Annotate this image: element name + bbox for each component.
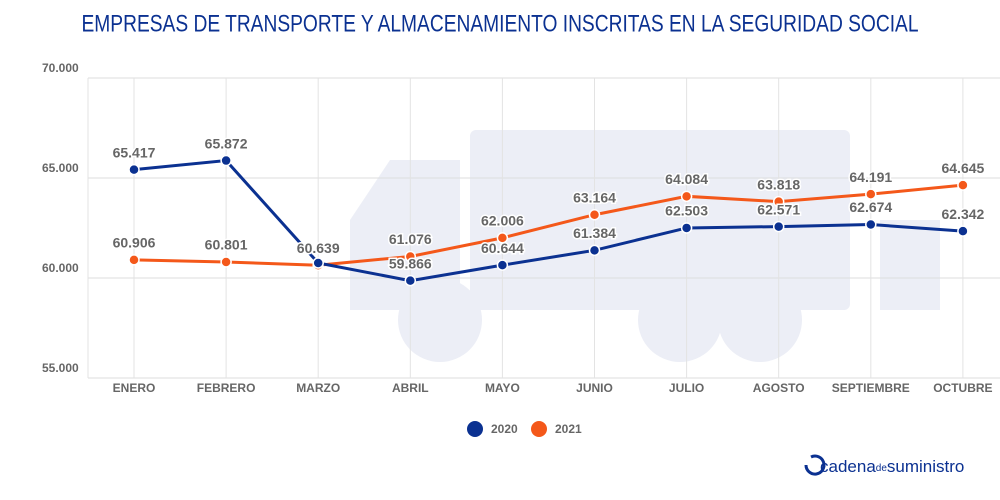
data-label: 62.571	[757, 201, 800, 217]
brand-name: cadena	[820, 457, 876, 476]
data-point	[957, 225, 969, 237]
x-tick-label: AGOSTO	[753, 381, 805, 395]
data-point	[865, 218, 877, 231]
legend-label: 2021	[555, 422, 582, 436]
data-label: 64.645	[941, 160, 984, 176]
x-tick-label: JUNIO	[576, 381, 613, 395]
data-point	[865, 188, 877, 200]
data-label: 60.639	[297, 240, 340, 256]
data-point	[496, 259, 509, 271]
data-label: 62.674	[849, 199, 892, 215]
data-point	[220, 154, 232, 167]
data-label: 60.801	[205, 237, 248, 253]
data-label: 63.818	[757, 176, 800, 192]
data-point	[772, 220, 785, 233]
grid	[87, 77, 1000, 379]
data-label: 60.906	[113, 235, 156, 251]
x-tick-label: MARZO	[296, 381, 340, 395]
data-label: 65.872	[205, 135, 248, 151]
data-label: 62.503	[665, 203, 708, 219]
truck-background	[350, 130, 940, 362]
x-tick-label: SEPTIEMBRE	[832, 381, 910, 395]
brand-text: cadenadesuministro	[820, 457, 964, 476]
x-tick-label: ABRIL	[392, 381, 429, 395]
data-label: 61.384	[573, 225, 616, 241]
brand-end: suministro	[887, 457, 964, 476]
brand-icon	[804, 454, 826, 476]
legend-marker	[531, 421, 547, 437]
series-line	[133, 183, 964, 267]
data-label: 60.644	[481, 240, 524, 256]
x-tick-label: FEBRERO	[197, 381, 256, 395]
data-label: 65.417	[113, 144, 156, 160]
x-tick-label: ENERO	[113, 381, 156, 395]
data-point	[588, 244, 601, 257]
data-point	[496, 232, 509, 244]
data-label: 63.164	[573, 189, 616, 205]
data-point	[220, 256, 232, 268]
x-tick-label: MAYO	[485, 381, 520, 395]
data-label: 62.006	[481, 213, 524, 229]
x-tick-label: JULIO	[669, 381, 704, 395]
y-tick-label: 70.000	[42, 61, 79, 75]
y-tick-label: 65.000	[42, 161, 79, 175]
chart-title: EMPRESAS DE TRANSPORTE Y ALMACENAMIENTO …	[81, 9, 918, 37]
brand-middle: de	[876, 463, 888, 474]
data-label: 62.342	[941, 206, 984, 222]
data-point	[772, 195, 785, 208]
y-tick-label: 60.000	[42, 261, 79, 275]
data-label: 64.191	[849, 169, 892, 185]
data-point	[404, 274, 417, 287]
data-label: 64.084	[665, 171, 708, 187]
data-point	[680, 222, 693, 234]
data-point	[404, 250, 417, 263]
series-line	[133, 158, 964, 283]
data-label: 59.866	[389, 255, 432, 271]
x-tick-label: OCTUBRE	[933, 381, 992, 395]
data-point	[588, 208, 601, 221]
y-tick-label: 55.000	[42, 361, 79, 375]
data-point	[957, 179, 969, 191]
data-point	[128, 163, 140, 176]
data-point	[312, 257, 324, 269]
brand: cadenadesuministro	[804, 454, 964, 476]
data-point	[128, 254, 140, 266]
data-point	[680, 190, 693, 203]
legend-label: 2020	[491, 422, 518, 436]
legend-marker	[467, 421, 483, 437]
data-label: 61.076	[389, 231, 432, 247]
